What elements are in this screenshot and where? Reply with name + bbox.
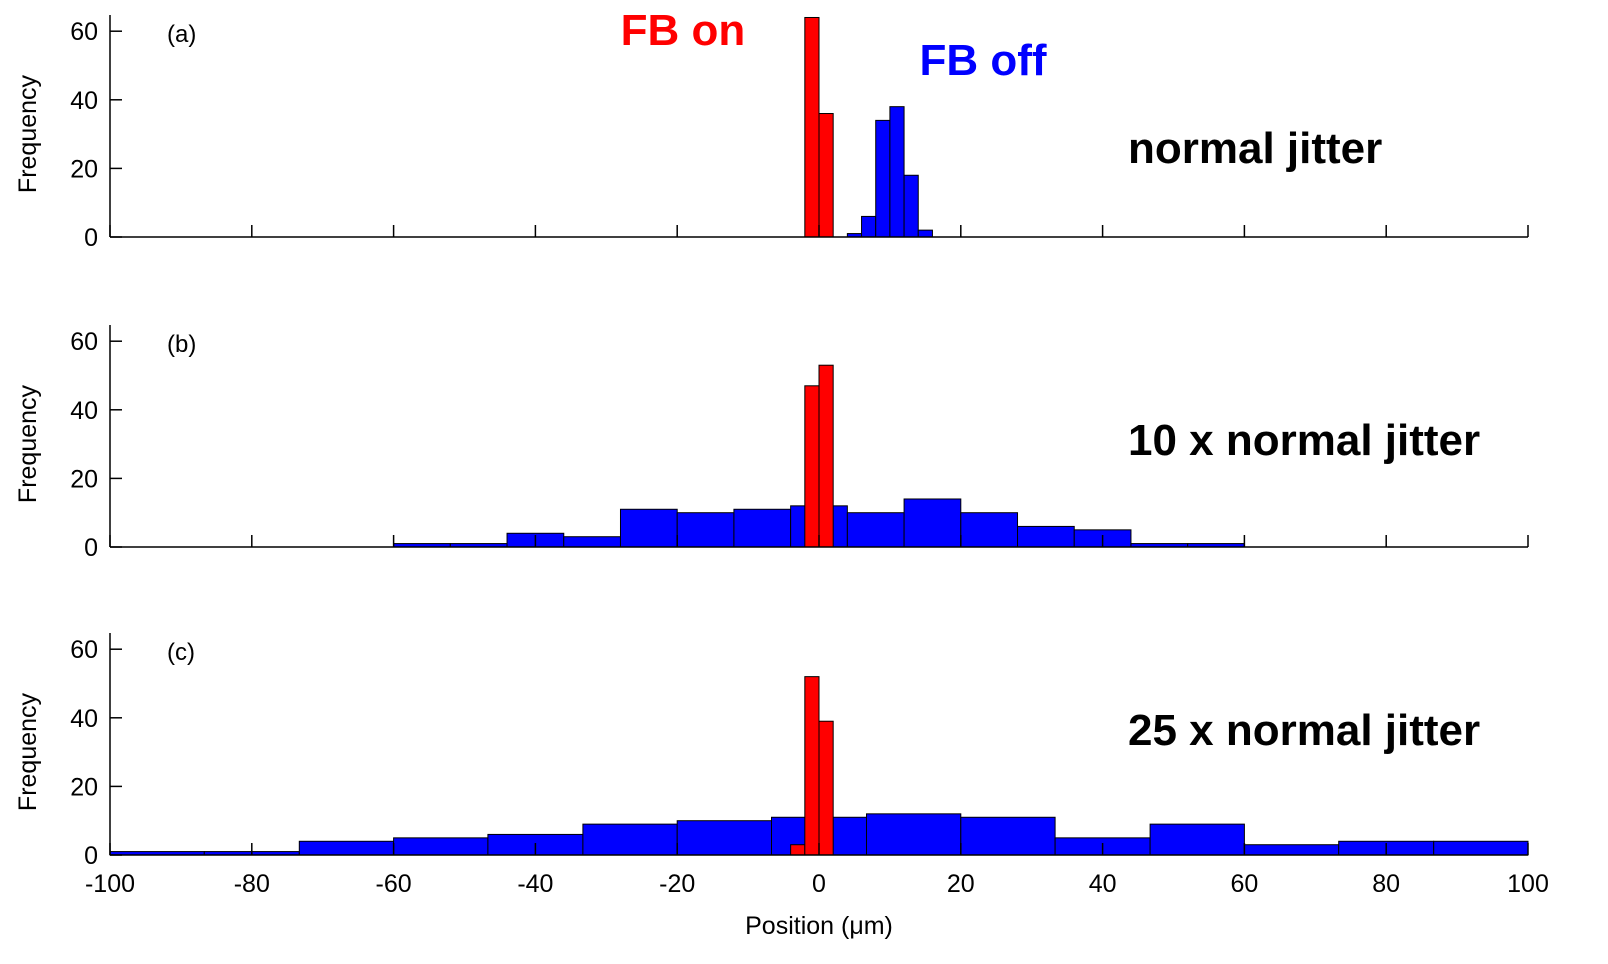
y-axis-title: Frequency xyxy=(14,692,42,811)
jitter-condition-label: 10 x normal jitter xyxy=(1128,416,1480,465)
histogram-bar xyxy=(790,844,806,856)
y-tick-label: 40 xyxy=(70,87,98,115)
jitter-condition-label: normal jitter xyxy=(1128,124,1382,173)
y-tick-label: 40 xyxy=(70,705,98,733)
histogram-panel: 0 20 40 60 Frequency (a) normal jitter xyxy=(14,15,1529,252)
histogram-bar xyxy=(903,498,962,548)
x-tick-label: 80 xyxy=(1372,870,1400,898)
y-axis-title: Frequency xyxy=(14,384,42,503)
histogram-bar xyxy=(861,215,877,238)
y-tick-label: 0 xyxy=(84,534,98,562)
x-tick-label: -40 xyxy=(517,870,553,898)
histogram-bar xyxy=(393,837,489,856)
legend-fb-on-label: FB on xyxy=(621,6,746,55)
histogram-bar xyxy=(733,508,792,548)
y-tick-label: 0 xyxy=(84,842,98,870)
histogram-bar xyxy=(818,720,834,856)
histogram-bar xyxy=(889,106,905,238)
y-axis-title: Frequency xyxy=(14,74,42,193)
x-tick-label: 100 xyxy=(1507,870,1549,898)
y-tick-label: 20 xyxy=(70,155,98,183)
y-tick-label: 60 xyxy=(70,18,98,46)
x-tick-label: 60 xyxy=(1230,870,1258,898)
histogram-bar xyxy=(676,512,735,548)
jitter-condition-label: 25 x normal jitter xyxy=(1128,706,1480,755)
y-tick-label: 0 xyxy=(84,224,98,252)
x-tick-label: 20 xyxy=(947,870,975,898)
y-tick-label: 60 xyxy=(70,328,98,356)
histogram-bar xyxy=(804,16,820,238)
histogram-bar xyxy=(866,813,962,856)
y-tick-label: 40 xyxy=(70,397,98,425)
x-tick-label: -60 xyxy=(376,870,412,898)
histogram-bar xyxy=(1433,840,1529,856)
histogram-bar xyxy=(1149,823,1245,856)
histogram-bar xyxy=(818,113,834,238)
histogram-bar xyxy=(846,512,905,548)
histogram-bar xyxy=(676,820,773,856)
x-axis-title: Position (μm) xyxy=(745,912,893,940)
histogram-bar xyxy=(563,536,621,548)
histogram-bar xyxy=(875,119,891,238)
legend-fb-off-label: FB off xyxy=(919,36,1046,85)
x-tick-label: -100 xyxy=(85,870,135,898)
histogram-bar xyxy=(960,512,1019,548)
histogram-bar xyxy=(619,508,678,548)
x-tick-label: 0 xyxy=(812,870,826,898)
x-tick-label: 40 xyxy=(1089,870,1117,898)
histogram-bar xyxy=(903,174,919,238)
histogram-bar xyxy=(804,676,820,856)
panels-layer: 0 20 40 60 Frequency (a) normal jitter 0 20 40 60 F… xyxy=(14,15,1549,898)
histogram-bar xyxy=(1243,844,1340,856)
histogram-panel: 0 20 40 60 Frequency (b) 10 x normal jitter xyxy=(14,325,1529,562)
panel-tag: (c) xyxy=(167,639,195,666)
panel-tag: (a) xyxy=(167,21,196,48)
histogram-bar xyxy=(582,823,678,856)
histogram-bar xyxy=(818,364,834,548)
histogram-bar xyxy=(960,816,1056,856)
y-tick-label: 60 xyxy=(70,636,98,664)
x-tick-label: -20 xyxy=(659,870,695,898)
y-tick-label: 20 xyxy=(70,465,98,493)
histogram-bar xyxy=(298,840,395,856)
histogram-bar xyxy=(917,229,933,238)
histogram-panel: -100 -80 -60 -40 -20 0 20 40 60 80 100 0 20 40 60 Frequ… xyxy=(14,633,1549,898)
y-tick-label: 20 xyxy=(70,773,98,801)
histogram-bar xyxy=(1017,525,1075,548)
x-tick-label: -80 xyxy=(234,870,270,898)
histogram-bar xyxy=(804,385,820,548)
panel-tag: (b) xyxy=(167,331,196,358)
